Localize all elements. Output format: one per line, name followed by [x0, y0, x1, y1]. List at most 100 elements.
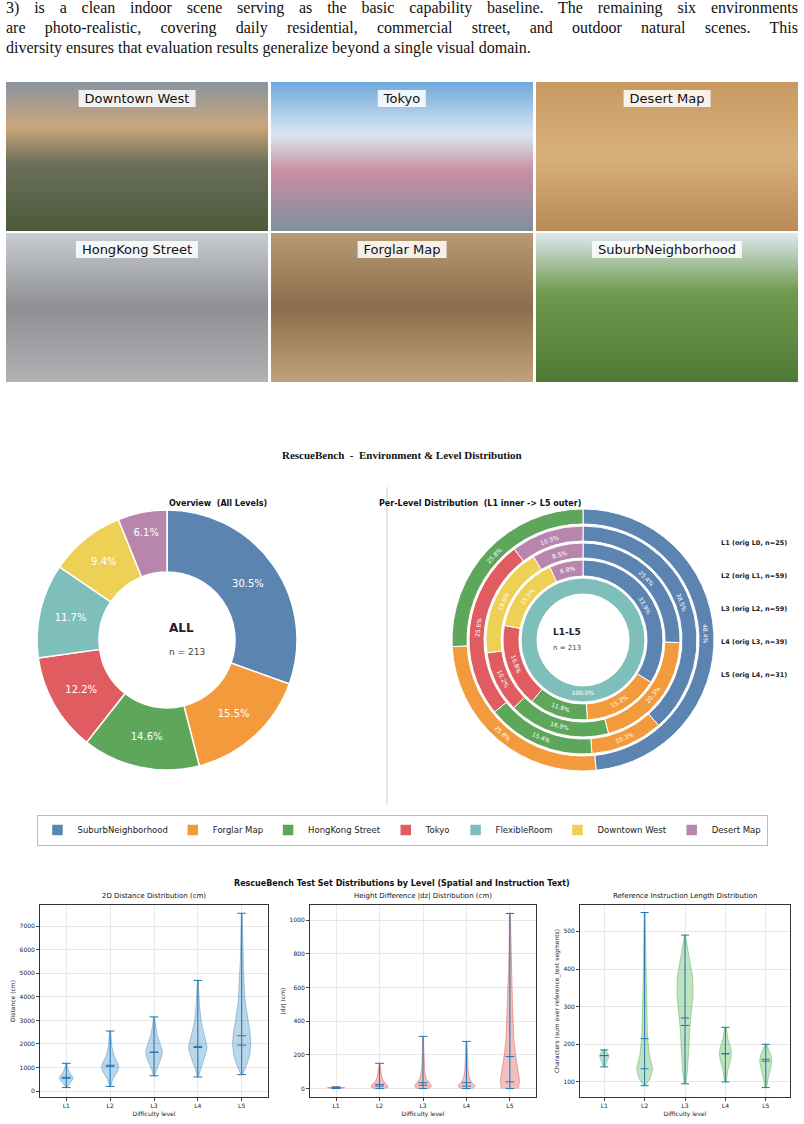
svg-text:2D Distance Distribution (cm): 2D Distance Distribution (cm)	[102, 892, 206, 900]
svg-text:L5: L5	[506, 1102, 513, 1109]
svg-text:18.6%: 18.6%	[496, 591, 511, 611]
svg-text:0: 0	[31, 1087, 35, 1094]
svg-text:800: 800	[293, 950, 305, 957]
svg-text:Desert Map: Desert Map	[712, 825, 761, 835]
svg-text:Difficulty level: Difficulty level	[402, 1110, 445, 1118]
svg-text:400: 400	[563, 965, 575, 972]
svg-text:15.3%: 15.3%	[518, 587, 535, 607]
svg-text:RescueBench - Environment &: RescueBench - Environment & Level Distri…	[282, 449, 522, 461]
svg-text:6.1%: 6.1%	[133, 527, 158, 538]
svg-text:11.9%: 11.9%	[550, 701, 571, 714]
svg-text:6000: 6000	[20, 946, 35, 953]
svg-text:Downtown West: Downtown West	[597, 825, 666, 835]
svg-text:n = 213: n = 213	[553, 644, 581, 652]
svg-text:25.8%: 25.8%	[485, 546, 503, 565]
svg-text:4000: 4000	[20, 993, 35, 1000]
svg-text:20.3%: 20.3%	[644, 685, 661, 705]
svg-text:L3: L3	[419, 1102, 426, 1109]
svg-text:L2: L2	[641, 1102, 648, 1109]
svg-text:L5 (orig L4, n=31): L5 (orig L4, n=31)	[721, 671, 787, 679]
svg-text:Difficulty level: Difficulty level	[133, 1110, 176, 1118]
svg-text:300: 300	[563, 1003, 575, 1010]
svg-text:Overview (All Levels): Overview (All Levels)	[169, 499, 267, 508]
svg-text:SuburbNeighborhood: SuburbNeighborhood	[78, 825, 168, 835]
html-text:Desert Map: Desert Map	[629, 91, 705, 106]
svg-text:HongKong Street: HongKong Street	[308, 825, 381, 835]
svg-text:25.6%: 25.6%	[473, 617, 482, 637]
html-text:Downtown West: Downtown West	[84, 91, 190, 106]
svg-text:L2: L2	[376, 1102, 383, 1109]
svg-text:10.3%: 10.3%	[539, 533, 560, 546]
svg-text:6.8%: 6.8%	[559, 564, 576, 574]
svg-text:25.8%: 25.8%	[493, 724, 512, 742]
html-text:diversity ensures that evaluat: diversity ensures that evaluation result…	[6, 39, 531, 56]
svg-text:Tokyo: Tokyo	[425, 825, 450, 835]
svg-text:15.3%: 15.3%	[609, 693, 629, 709]
svg-text:Per-Level Distribution (L1 in: Per-Level Distribution (L1 inner -> L5 o…	[379, 499, 581, 508]
svg-text:0: 0	[301, 1085, 305, 1092]
svg-text:15.5%: 15.5%	[218, 708, 250, 719]
svg-text:L3 (orig L2, n=59): L3 (orig L2, n=59)	[721, 605, 787, 613]
svg-text:10.2%: 10.2%	[496, 669, 511, 689]
svg-text:Reference Instruction Length D: Reference Instruction Length Distributio…	[613, 892, 757, 900]
svg-text:16.9%: 16.9%	[550, 720, 571, 732]
svg-text:400: 400	[293, 1017, 305, 1024]
svg-text:FlexibleRoom: FlexibleRoom	[496, 825, 553, 835]
svg-text:600: 600	[293, 984, 305, 991]
svg-text:Height Difference |dz| Distrib: Height Difference |dz| Distribution (cm)	[354, 892, 492, 900]
svg-text:12.2%: 12.2%	[65, 684, 97, 695]
svg-text:9.4%: 9.4%	[91, 556, 116, 567]
svg-text:100: 100	[563, 1078, 575, 1085]
svg-text:16.9%: 16.9%	[510, 654, 523, 675]
html-text:3) is a clean indoor scene ser: 3) is a clean indoor scene serving as th…	[6, 0, 798, 16]
svg-text:200: 200	[563, 1040, 575, 1047]
svg-text:8.5%: 8.5%	[551, 549, 568, 560]
svg-text:L1: L1	[332, 1102, 339, 1109]
svg-text:15.4%: 15.4%	[531, 730, 552, 744]
svg-text:3000: 3000	[20, 1017, 35, 1024]
html-text:Forglar Map: Forglar Map	[363, 242, 441, 257]
html-text:Tokyo: Tokyo	[383, 91, 421, 106]
svg-text:L1-L5: L1-L5	[553, 627, 581, 637]
html-text:are photo-realistic, covering: are photo-realistic, covering daily resi…	[6, 19, 798, 36]
svg-text:200: 200	[293, 1051, 305, 1058]
svg-text:L3: L3	[150, 1102, 157, 1109]
svg-text:Difficulty level: Difficulty level	[664, 1110, 707, 1118]
svg-text:14.6%: 14.6%	[131, 731, 163, 742]
svg-text:1000: 1000	[20, 1064, 35, 1071]
svg-text:L1: L1	[63, 1102, 70, 1109]
svg-text:1000: 1000	[290, 916, 305, 923]
svg-text:7000: 7000	[20, 922, 35, 929]
svg-text:L1: L1	[601, 1102, 608, 1109]
html-text:HongKong Street: HongKong Street	[81, 242, 193, 257]
svg-text:L2 (orig L1, n=59): L2 (orig L1, n=59)	[721, 572, 787, 580]
svg-text:500: 500	[563, 927, 575, 934]
svg-text:Forglar Map: Forglar Map	[213, 825, 263, 835]
svg-text:n = 213: n = 213	[169, 647, 205, 657]
svg-text:RescueBench Test Set Distribut: RescueBench Test Set Distributions by Le…	[234, 879, 570, 888]
svg-text:L3: L3	[681, 1102, 688, 1109]
html-text:SuburbNeighborhood: SuburbNeighborhood	[597, 242, 737, 257]
svg-text:11.7%: 11.7%	[55, 612, 87, 623]
svg-text:L2: L2	[107, 1102, 114, 1109]
svg-text:25.4%: 25.4%	[637, 569, 656, 588]
svg-text:L4: L4	[722, 1102, 729, 1109]
svg-text:Distance (cm): Distance (cm)	[9, 980, 16, 1022]
svg-text:|dz| (cm): |dz| (cm)	[279, 988, 287, 1015]
svg-text:L4: L4	[194, 1102, 201, 1109]
svg-text:L4 (orig L3, n=39): L4 (orig L3, n=39)	[721, 638, 787, 646]
svg-text:33.9%: 33.9%	[637, 595, 653, 615]
svg-text:L4: L4	[463, 1102, 470, 1109]
svg-text:Characters (sum over reference: Characters (sum over reference_text segm…	[553, 929, 561, 1073]
svg-text:10.3%: 10.3%	[614, 730, 635, 744]
svg-text:2000: 2000	[20, 1040, 35, 1047]
svg-text:ALL: ALL	[169, 621, 194, 635]
svg-text:48.4%: 48.4%	[702, 624, 710, 644]
svg-text:100.0%: 100.0%	[571, 689, 594, 696]
svg-text:L5: L5	[238, 1102, 245, 1109]
svg-text:5000: 5000	[20, 969, 35, 976]
svg-text:L1 (orig L0, n=25): L1 (orig L0, n=25)	[721, 539, 787, 547]
svg-text:L5: L5	[762, 1102, 769, 1109]
svg-text:38.5%: 38.5%	[675, 592, 688, 613]
svg-text:30.5%: 30.5%	[232, 578, 264, 589]
